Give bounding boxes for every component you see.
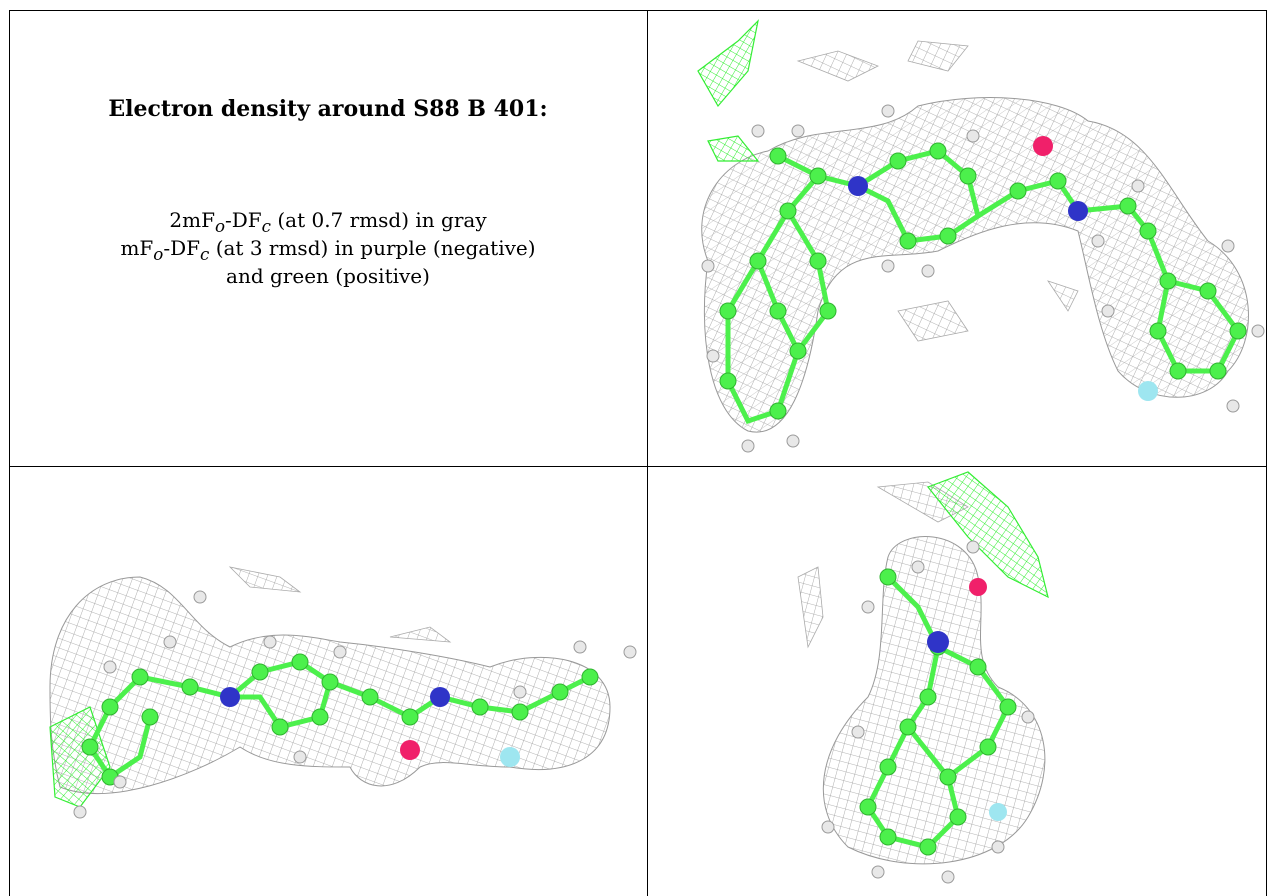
table-border-center — [647, 10, 648, 896]
ligand-density-view-3-icon — [797, 471, 1049, 884]
caption-text: -DF — [224, 208, 262, 232]
caption-subscript: c — [200, 245, 210, 264]
caption-cell: Electron density around S88 B 401: 2mFo-… — [9, 10, 647, 466]
caption-line-green: and green (positive) — [226, 264, 430, 288]
caption-text: (at 3 rmsd) in purple (negative) — [209, 236, 536, 260]
caption-text: -DF — [163, 236, 200, 260]
caption-subscript: c — [261, 217, 271, 236]
table-border-left — [9, 10, 10, 896]
density-panel-top-right — [648, 11, 1266, 466]
caption-title: Electron density around S88 B 401: — [108, 96, 548, 122]
density-panel-bottom-left — [10, 467, 647, 896]
figure-table: Electron density around S88 B 401: 2mFo-… — [9, 10, 1267, 896]
caption-text: 2mF — [169, 208, 215, 232]
table-border-middle — [9, 466, 1267, 467]
table-border-top — [9, 10, 1267, 11]
caption-line-fo-fc: mFo-DFc (at 3 rmsd) in purple (negative) — [9, 234, 647, 269]
caption-text: (at 0.7 rmsd) in gray — [271, 208, 487, 232]
ligand-density-view-1-icon — [697, 19, 1265, 453]
caption-text: mF — [120, 236, 154, 260]
caption-subscript: o — [153, 245, 164, 264]
caption-line-2fo-fc: 2mFo-DFc (at 0.7 rmsd) in gray — [9, 206, 647, 241]
table-border-right — [1266, 10, 1267, 896]
density-panel-bottom-right — [648, 467, 1266, 896]
caption-subscript: o — [214, 217, 225, 236]
ligand-density-view-2-icon — [49, 566, 637, 819]
